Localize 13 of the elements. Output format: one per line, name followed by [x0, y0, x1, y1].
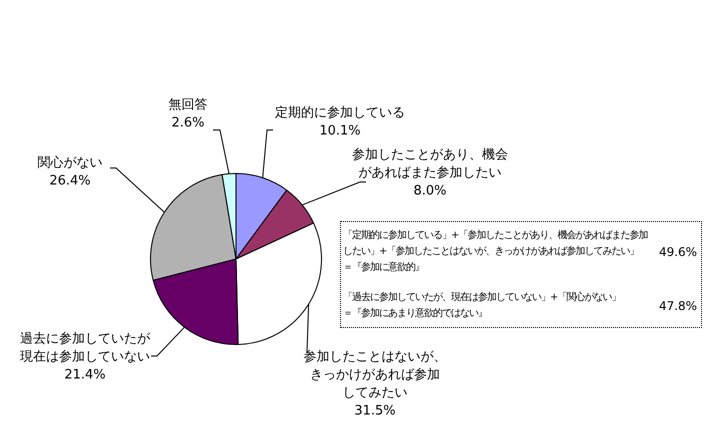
data-label: 21.4%: [64, 367, 106, 382]
note-box: 「定期的に参加している」+「参加したことがあり、機会があればまた参加したい」+「参加したことはないが、きっかけがあれば参加してみたい」 ＝『参加に意欲的』 49.6% 「過去に参加していたが、現在は参加していない」+「関心がない」 ＝『参加にあまり意欲的ではない』 47.8%: [340, 221, 702, 328]
slice-label: 無回答: [168, 97, 208, 112]
slice-label: 関心がない: [38, 154, 102, 170]
data-label: 8.0%: [413, 183, 447, 198]
data-label: 2.6%: [171, 115, 205, 130]
slice-label: 定期的に参加している: [275, 105, 405, 120]
data-label: 31.5%: [354, 403, 396, 418]
slice-label: 過去に参加していたが現在は参加していない: [20, 331, 151, 364]
data-label: 10.1%: [319, 123, 361, 138]
data-label: 26.4%: [49, 173, 91, 188]
slice-label: 参加したことがあり、機会があればまた参加したい: [352, 147, 508, 180]
slice-label: 参加したことはないが、きっかけがあれば参加してみたい: [304, 349, 446, 400]
